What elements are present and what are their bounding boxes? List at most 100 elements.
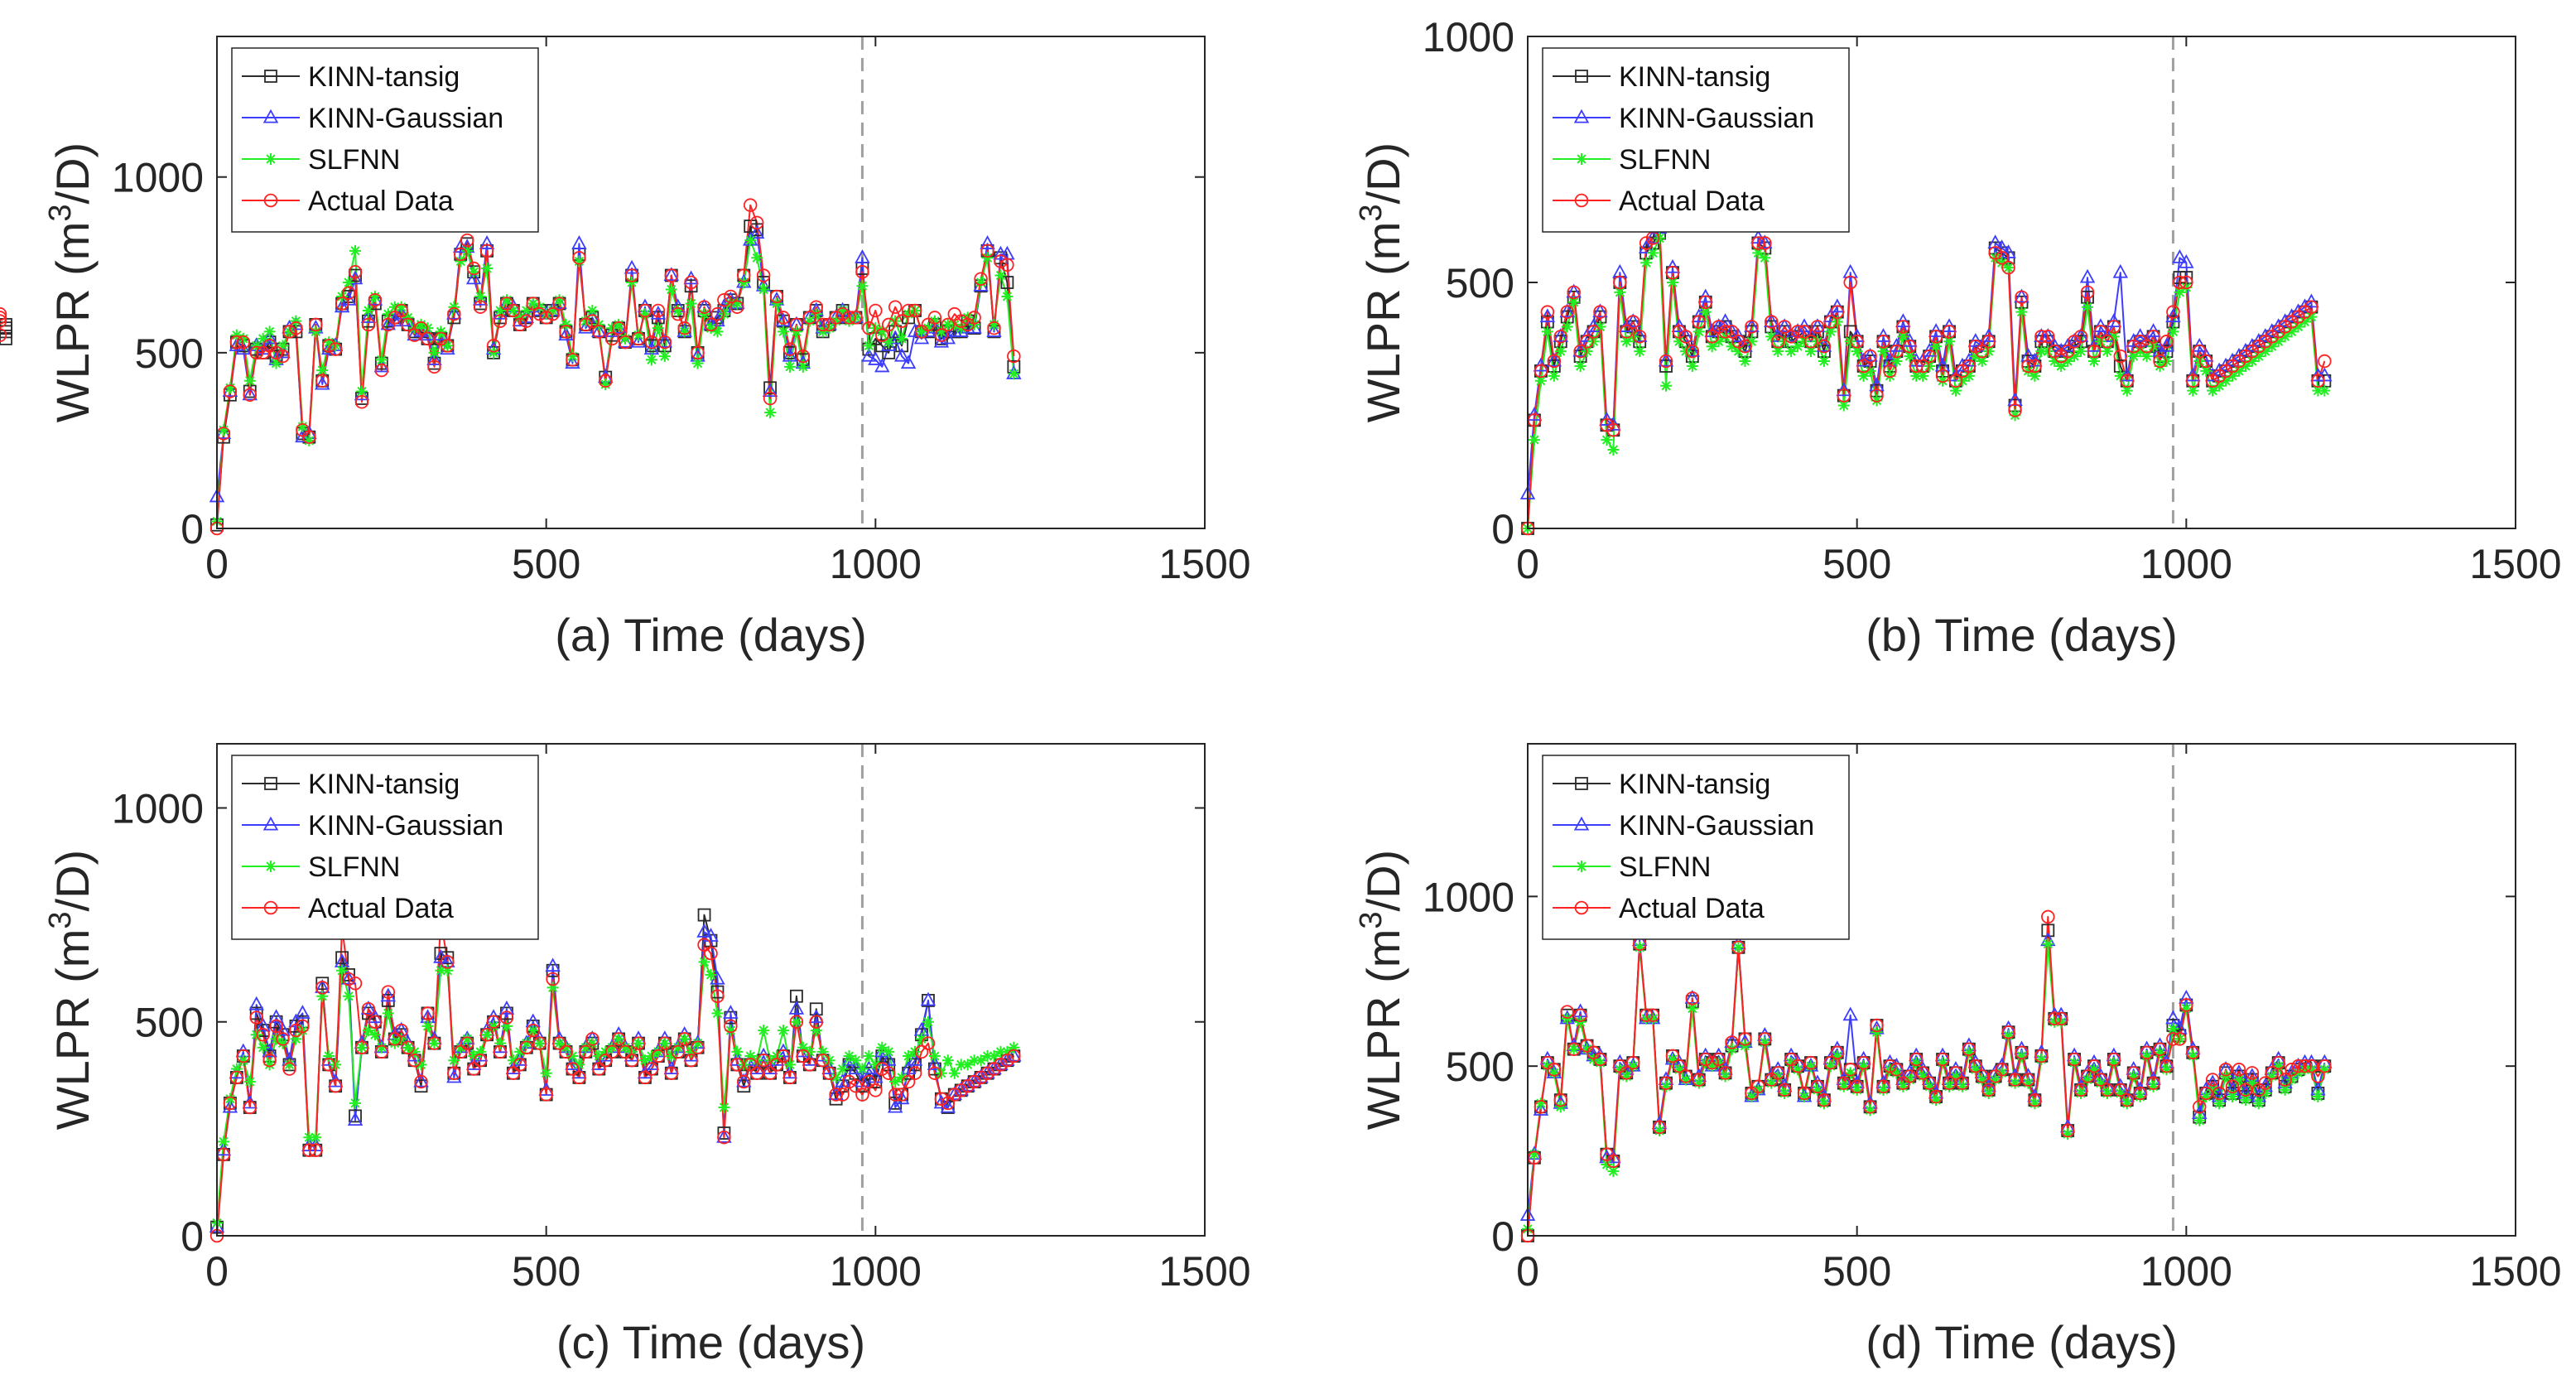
panel-c-point-slfnn — [797, 1041, 809, 1054]
panel-a-point-gaussian — [565, 354, 580, 369]
panel-c-point-actual — [407, 1053, 421, 1068]
panel-b-point-gaussian — [2198, 347, 2214, 362]
panel-d-point-slfnn — [1890, 1067, 1903, 1079]
panel-a-point-slfnn — [941, 318, 954, 330]
panel-d-point-actual — [2304, 1059, 2318, 1073]
panel-a-point-slfnn — [876, 326, 888, 338]
panel-b-point-slfnn — [2232, 364, 2245, 377]
panel-b-point-actual — [2304, 300, 2318, 314]
panel-c-point-gaussian — [933, 1094, 950, 1109]
panel-b-point-actual — [1705, 330, 1719, 344]
panel-c-point-gaussian — [268, 1009, 284, 1024]
panel-c-point-actual — [598, 1053, 613, 1068]
ylabel-tail: /D) — [46, 850, 99, 912]
panel-a-point-actual — [321, 339, 336, 353]
panel-b-point-gaussian — [2270, 318, 2286, 332]
panel-b-point-actual — [1883, 364, 1897, 379]
panel-c-point-slfnn — [468, 1050, 480, 1063]
panel-c-point-slfnn — [520, 1037, 532, 1049]
panel-c-point-actual — [796, 1049, 811, 1063]
panel-b-point-slfnn — [1884, 369, 1896, 382]
panel-d-point-actual — [1678, 1069, 1693, 1083]
panel-d-point-slfnn — [1897, 1080, 1909, 1092]
panel-b-point-slfnn — [1824, 326, 1837, 338]
panel-a-point-tansig — [1000, 276, 1014, 289]
panel-c-point-slfnn — [217, 1136, 229, 1148]
panel-a-point-gaussian — [242, 386, 258, 401]
panel-c-point-slfnn — [408, 1045, 421, 1058]
panel-b-legend-marker-gaussian — [1573, 109, 1590, 123]
panel-d-point-actual — [1955, 1076, 1970, 1090]
panel-d-point-gaussian — [1842, 1006, 1858, 1021]
panel-b-point-gaussian — [2066, 333, 2082, 347]
panel-c-point-slfnn — [790, 1015, 802, 1028]
panel-a-point-actual — [289, 321, 303, 335]
panel-d-point-slfnn — [1818, 1097, 1830, 1110]
panel-d-point-slfnn — [1917, 1070, 1929, 1083]
panel-a-point-actual — [559, 325, 573, 339]
panel-c-point-tansig — [249, 1006, 263, 1020]
panel-c-point-actual — [447, 1066, 461, 1080]
panel-b-point-slfnn — [1673, 335, 1685, 348]
panel-b-point-actual — [1765, 315, 1779, 329]
panel-c-point-actual — [710, 989, 725, 1003]
panel-c-point-actual — [724, 1019, 738, 1034]
panel-b-point-gaussian — [1606, 416, 1621, 431]
panel-a-point-actual — [611, 321, 626, 335]
panel-a-point-slfnn — [1008, 368, 1020, 380]
panel-b-point-slfnn — [2154, 359, 2166, 372]
panel-b-point-slfnn — [2246, 355, 2258, 368]
panel-b-point-actual — [1803, 335, 1818, 349]
panel-c-point-actual — [822, 1066, 836, 1080]
panel-a-point-slfnn — [507, 304, 519, 316]
panel-b-point-gaussian — [1770, 328, 1786, 342]
panel-a-point-slfnn — [290, 315, 302, 327]
panel-c-point-actual — [460, 1036, 474, 1050]
panel-d-point-actual — [2054, 1011, 2068, 1026]
panel-a-point-actual — [789, 317, 804, 332]
panel-c-point-actual — [309, 1143, 323, 1157]
panel-c-point-slfnn — [448, 1054, 460, 1067]
panel-d-point-slfnn — [1851, 1083, 1863, 1096]
panel-d-point-slfnn — [1804, 1060, 1817, 1073]
panel-b-point-gaussian — [1539, 308, 1556, 323]
panel-b-point-slfnn — [2055, 359, 2068, 372]
panel-b-point-slfnn — [2299, 316, 2311, 328]
panel-b-point-actual — [1560, 305, 1574, 319]
panel-d-point-actual — [2001, 1025, 2015, 1039]
panel-c-ytick-label: 1000 — [112, 785, 204, 832]
panel-b-point-gaussian — [1981, 328, 1996, 342]
panel-c-point-slfnn — [290, 1033, 302, 1045]
panel-b-point-actual — [1593, 305, 1607, 319]
panel-b-point-actual — [2166, 305, 2180, 319]
panel-d-point-actual — [2140, 1045, 2154, 1060]
panel-a-point-actual — [644, 335, 659, 350]
panel-d-point-slfnn — [2193, 1114, 2206, 1126]
panel-a-point-actual — [276, 349, 290, 364]
panel-a-point-slfnn — [382, 308, 394, 321]
panel-a-point-actual — [677, 321, 691, 335]
panel-b-point-slfnn — [2227, 369, 2239, 382]
panel-a-point-slfnn — [375, 354, 388, 366]
panel-b-point-actual — [1553, 330, 1568, 344]
panel-b-point-gaussian — [2053, 342, 2069, 357]
panel-b-point-slfnn — [1772, 345, 1784, 358]
panel-d-point-slfnn — [1943, 1080, 1956, 1092]
ylabel-superscript: 3 — [43, 204, 78, 221]
panel-a-point-actual — [749, 215, 764, 230]
panel-d-point-slfnn — [1864, 1104, 1876, 1117]
panel-c-point-slfnn — [323, 1050, 335, 1063]
panel-a-point-slfnn — [263, 326, 276, 338]
panel-b-point-gaussian — [2217, 357, 2234, 372]
panel-d-point-actual — [1685, 991, 1700, 1006]
panel-a-x-axis-label: (a) Time (days) — [555, 609, 867, 661]
panel-a-point-actual — [546, 306, 560, 321]
panel-d-point-slfnn — [1837, 1080, 1850, 1092]
panel-a-point-gaussian — [900, 354, 917, 369]
panel-a-point-slfnn — [343, 277, 355, 288]
panel-c-point-actual — [546, 972, 560, 986]
panel-a-point-gaussian — [855, 249, 870, 263]
panel-b-point-actual — [2087, 344, 2102, 359]
panel-d-point-actual — [2218, 1063, 2233, 1077]
panel-b-point-actual — [1928, 330, 1943, 344]
